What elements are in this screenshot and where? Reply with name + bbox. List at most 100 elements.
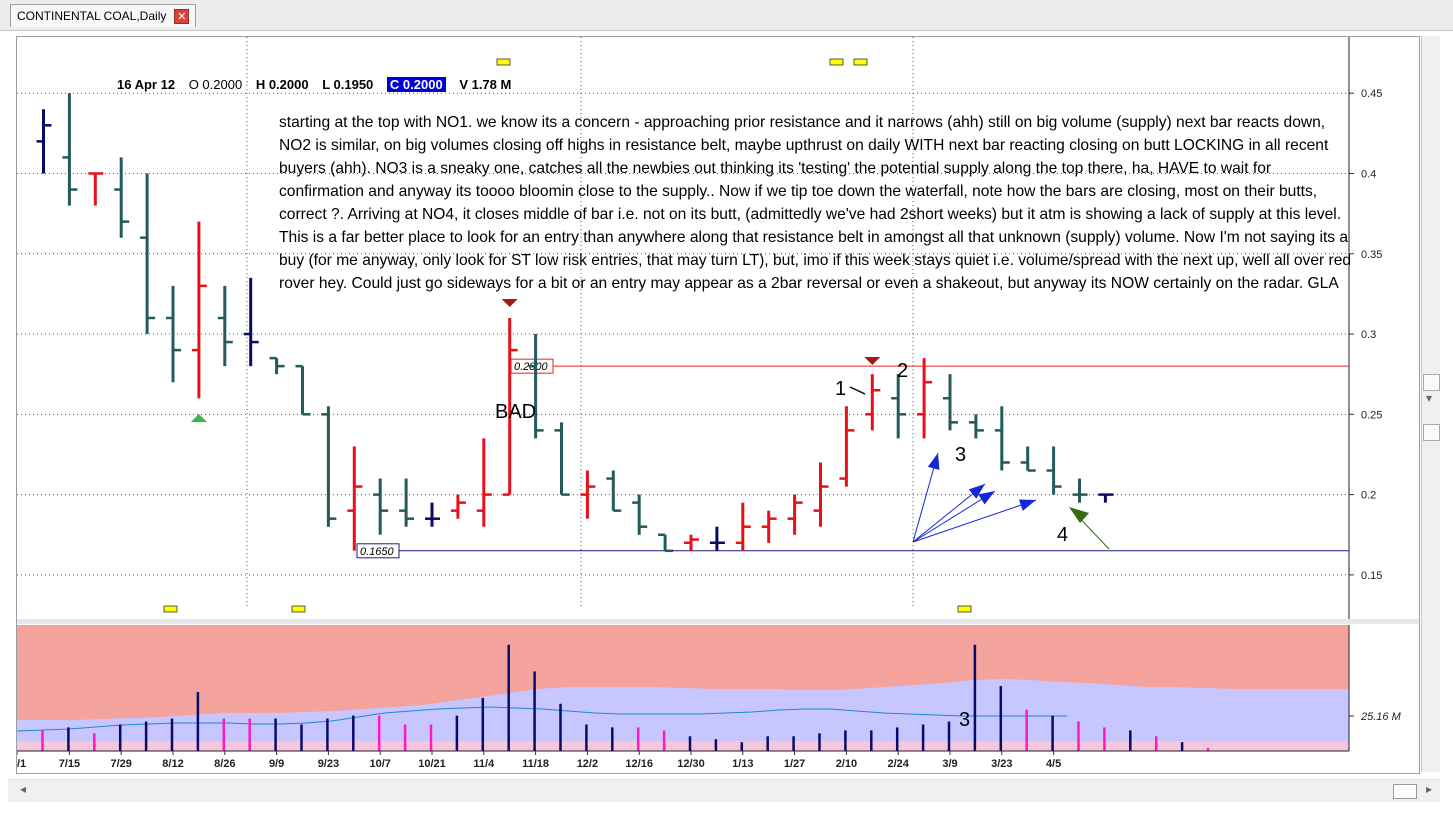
ohlc-bar	[295, 364, 311, 416]
ohlc-bar	[166, 285, 181, 383]
tab-bar: CONTINENTAL COAL,Daily ✕	[0, 0, 1453, 31]
ohlc-bar	[399, 478, 415, 527]
ohlc-open: O 0.2000	[188, 77, 243, 92]
event-marker-icon	[291, 605, 306, 613]
x-tick-label: 8/12	[162, 758, 183, 770]
arrowhead-icon	[968, 484, 985, 499]
chart-canvas[interactable]: 0.450.40.350.30.250.20.150.28000.1650BAD…	[17, 37, 1419, 773]
red-down-triangle-icon	[501, 299, 518, 307]
x-tick-label: 8/26	[214, 758, 235, 770]
x-tick-label: 7/15	[59, 758, 80, 770]
horizontal-scrollbar[interactable]: ◂ ▸	[8, 779, 1440, 802]
x-tick-label: 1/13	[732, 758, 753, 770]
chart-panel: 0.450.40.350.30.250.20.150.28000.1650BAD…	[16, 36, 1420, 774]
volume-band	[17, 679, 1349, 751]
ohlc-bar	[425, 502, 440, 527]
volume-pink-band	[17, 741, 1349, 751]
arrowhead-icon	[978, 491, 995, 505]
ohlc-bar	[140, 173, 156, 335]
ohlc-bar	[243, 277, 259, 367]
ohlc-bar	[191, 221, 207, 399]
x-tick-label: 3/9	[942, 758, 957, 770]
ohlc-bar	[658, 533, 674, 553]
ohlc-bar	[1020, 446, 1036, 472]
scroll-thumb-lower[interactable]	[1423, 424, 1440, 441]
event-marker-icon	[496, 58, 511, 66]
price-tick-label: 0.15	[1361, 570, 1382, 582]
x-tick-label: 12/30	[677, 758, 705, 770]
ohlc-bar	[891, 374, 907, 439]
price-tick-label: 0.25	[1361, 409, 1382, 421]
ohlc-bar	[554, 422, 570, 496]
green-arrowhead-icon	[1069, 507, 1089, 523]
red-down-triangle-icon	[864, 357, 881, 365]
close-icon[interactable]: ✕	[174, 8, 190, 24]
ohlc-bar	[943, 374, 958, 431]
ohlc-bar	[787, 494, 803, 535]
arrowhead-icon	[927, 453, 940, 471]
ohlc-bar	[709, 526, 725, 551]
x-tick-label: 7/29	[110, 758, 131, 770]
support-label-box	[356, 543, 400, 559]
ohlc-date: 16 Apr 12	[117, 77, 176, 92]
event-marker-icon	[163, 605, 178, 613]
price-tick-label: 0.3	[1361, 329, 1376, 341]
x-tick-label: 3/23	[991, 758, 1012, 770]
ohlc-bar	[761, 510, 777, 543]
event-marker-icon	[853, 58, 868, 66]
ohlc-bar	[632, 494, 648, 535]
vertical-scrollbar[interactable]: ▾	[1421, 36, 1440, 772]
ohlc-high: H 0.2000	[255, 77, 309, 92]
scroll-right-icon[interactable]: ▸	[1426, 782, 1433, 796]
ohlc-bar	[606, 470, 622, 512]
annotation-volume-3: 3	[959, 709, 970, 731]
ohlc-bar	[1098, 493, 1114, 503]
ohlc-bar	[580, 470, 596, 519]
event-marker-icon	[829, 58, 844, 66]
ohlc-bar	[502, 317, 518, 496]
ohlc-bar	[968, 414, 984, 439]
support-label: 0.1650	[360, 546, 395, 558]
x-tick-label: 9/23	[318, 758, 339, 770]
ohlc-bar	[684, 534, 699, 551]
ohlc-readout: 16 Apr 12 O 0.2000 H 0.2000 L 0.1950 C 0…	[117, 77, 521, 92]
annotation-1: 1	[835, 378, 846, 400]
x-tick-label: 9/9	[269, 758, 284, 770]
ohlc-bar	[476, 438, 492, 527]
ohlc-bar	[528, 334, 544, 439]
ohlc-volume: V 1.78 M	[459, 77, 512, 92]
annotation-4: 4	[1057, 524, 1068, 546]
annotation-3: 3	[955, 444, 966, 466]
chart-tab[interactable]: CONTINENTAL COAL,Daily ✕	[10, 4, 197, 27]
annotation-1-pointer	[849, 386, 866, 395]
scroll-thumb-upper[interactable]	[1423, 374, 1440, 391]
price-plot-area	[17, 37, 1349, 607]
annotation-2: 2	[897, 360, 908, 382]
x-tick-label: 11/18	[522, 758, 549, 770]
ohlc-bar	[813, 462, 829, 527]
x-tick-label: /1	[17, 758, 26, 770]
price-tick-label: 0.2	[1361, 490, 1376, 502]
green-up-triangle-icon	[190, 414, 207, 422]
horizontal-scroll-thumb[interactable]	[1393, 784, 1417, 799]
ohlc-bar	[36, 109, 52, 174]
chart-tab-title: CONTINENTAL COAL,Daily	[17, 9, 167, 23]
scroll-arrow-icon[interactable]: ▾	[1426, 391, 1433, 405]
arrow-line	[912, 490, 996, 543]
ohlc-low: L 0.1950	[322, 77, 374, 92]
x-tick-label: 10/21	[418, 758, 446, 770]
ohlc-bar	[114, 157, 130, 238]
x-tick-label: 12/16	[625, 758, 653, 770]
x-tick-label: 2/10	[836, 758, 857, 770]
ohlc-bar	[1046, 446, 1062, 495]
ohlc-bar	[450, 494, 466, 519]
x-tick-label: 12/2	[577, 758, 598, 770]
price-tick-label: 0.4	[1361, 168, 1376, 180]
ohlc-bar	[839, 406, 855, 487]
scroll-left-icon[interactable]: ◂	[20, 782, 27, 796]
volume-tick-label: 25.16 M	[1360, 711, 1402, 723]
price-tick-label: 0.45	[1361, 88, 1382, 100]
ohlc-bar	[865, 374, 881, 431]
ohlc-close: C 0.2000	[386, 77, 446, 92]
ohlc-bar	[735, 502, 751, 551]
